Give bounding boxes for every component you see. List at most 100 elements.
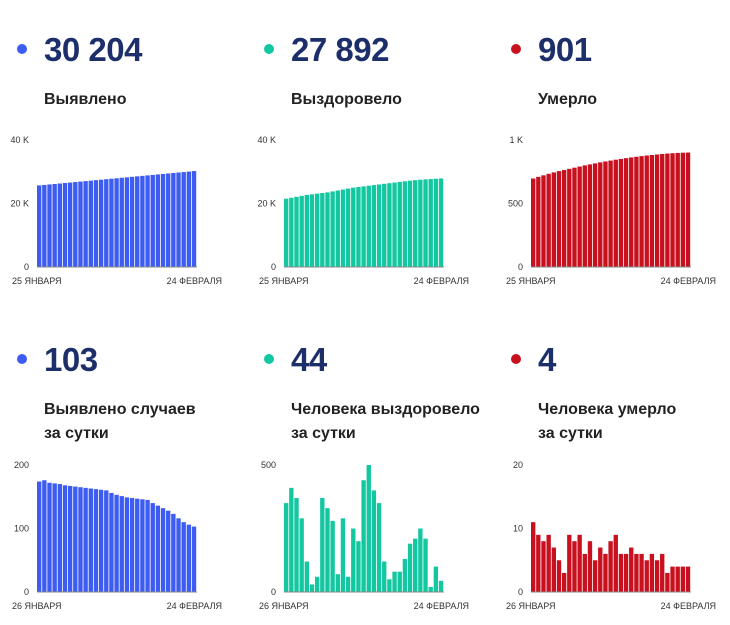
y-tick-label: 20 K (10, 199, 29, 209)
bar (104, 490, 109, 592)
bar (330, 191, 335, 267)
bar (73, 182, 78, 267)
bar (407, 543, 413, 592)
bar (608, 541, 613, 592)
bar (62, 485, 68, 592)
bar (191, 526, 197, 592)
bar (67, 182, 73, 267)
bar (314, 193, 320, 267)
bar (618, 553, 624, 592)
bar (382, 561, 387, 592)
bar (660, 553, 665, 592)
y-tick-label: 0 (271, 262, 276, 272)
bar (135, 176, 140, 267)
x-start-label: 26 ЯНВАРЯ (259, 601, 309, 611)
stat-label: Выздоровело (291, 88, 402, 112)
bar (109, 492, 114, 592)
x-end-label: 24 ФЕВРАЛЯ (661, 276, 716, 286)
bar (660, 153, 665, 267)
bar (42, 480, 47, 592)
bar (124, 177, 130, 267)
panel-deaths-total: 901 Умерло 0 500 1 K 25 ЯНВАРЯ 24 ФЕВРАЛЯ (494, 0, 730, 310)
y-tick-label: 0 (518, 587, 523, 597)
stat-label-line: Умерло (538, 91, 597, 108)
bar (78, 181, 83, 267)
y-tick-label: 0 (271, 587, 276, 597)
bar (191, 171, 197, 267)
bar (433, 566, 439, 592)
bar (114, 494, 119, 592)
bar (551, 547, 557, 592)
bar (62, 183, 68, 267)
bar (340, 189, 346, 267)
legend-dot (264, 44, 274, 54)
bar (639, 156, 644, 267)
bar (37, 481, 42, 592)
bar (572, 167, 577, 267)
bar (665, 153, 670, 267)
bar (181, 522, 186, 592)
bar (47, 482, 52, 592)
bar (57, 484, 63, 592)
bar (649, 553, 655, 592)
bar (433, 178, 439, 267)
bar (413, 180, 418, 267)
x-end-label: 24 ФЕВРАЛЯ (167, 276, 222, 286)
bar (376, 503, 382, 592)
x-start-label: 25 ЯНВАРЯ (259, 276, 309, 286)
bar (129, 176, 135, 267)
bar (309, 194, 315, 267)
bar (654, 560, 660, 592)
bar (335, 574, 340, 592)
bar (88, 180, 93, 267)
bar (181, 172, 186, 267)
bar (402, 181, 408, 267)
bar (124, 497, 130, 592)
panel-recovered-total: 27 892 Выздоровело 0 20 K 40 K 25 ЯНВАРЯ 24 ФЕ… (247, 0, 487, 310)
bar (314, 576, 320, 592)
bar (176, 518, 181, 592)
bar (428, 179, 433, 267)
bar (304, 561, 310, 592)
bar (392, 182, 397, 267)
stat-label: Умерло (538, 88, 597, 112)
stat-label-line: Человека умерло (538, 401, 677, 418)
bar (634, 156, 639, 267)
bar (145, 499, 150, 592)
legend-dot (511, 354, 521, 364)
stat-label-line: за сутки (291, 425, 356, 442)
panel-recovered-daily: 44 Человека выздоровело за сутки 0 500 26 ЯНВ… (247, 310, 487, 620)
bar (685, 566, 691, 592)
bar (150, 174, 155, 267)
y-tick-label: 100 (14, 524, 29, 534)
y-tick-label: 40 K (257, 135, 276, 145)
bar (598, 162, 603, 267)
stat-label: Человека умерло за сутки (538, 398, 676, 446)
bar (644, 560, 649, 592)
bar (572, 541, 577, 592)
bar (680, 566, 686, 592)
bar (561, 169, 567, 267)
bar (592, 163, 598, 267)
bar (402, 558, 408, 592)
bar (93, 180, 99, 267)
bar (351, 528, 356, 592)
stat-value: 103 (44, 341, 98, 378)
stat-label-line: за сутки (538, 425, 603, 442)
bar (37, 185, 42, 267)
bar (345, 188, 351, 267)
panel-deaths-daily: 4 Человека умерло за сутки 0 10 20 26 ЯНВАРЯ 24… (494, 310, 730, 620)
bar (155, 174, 161, 267)
bar (675, 152, 680, 267)
bar (541, 175, 546, 267)
y-tick-label: 20 (513, 460, 523, 470)
bar (140, 499, 145, 592)
bar (670, 153, 675, 267)
bar (556, 171, 562, 267)
bar (320, 498, 325, 592)
bar (556, 560, 562, 592)
bar (629, 547, 634, 592)
bar (340, 518, 346, 592)
stat-value: 44 (291, 341, 327, 378)
bar (423, 179, 428, 267)
